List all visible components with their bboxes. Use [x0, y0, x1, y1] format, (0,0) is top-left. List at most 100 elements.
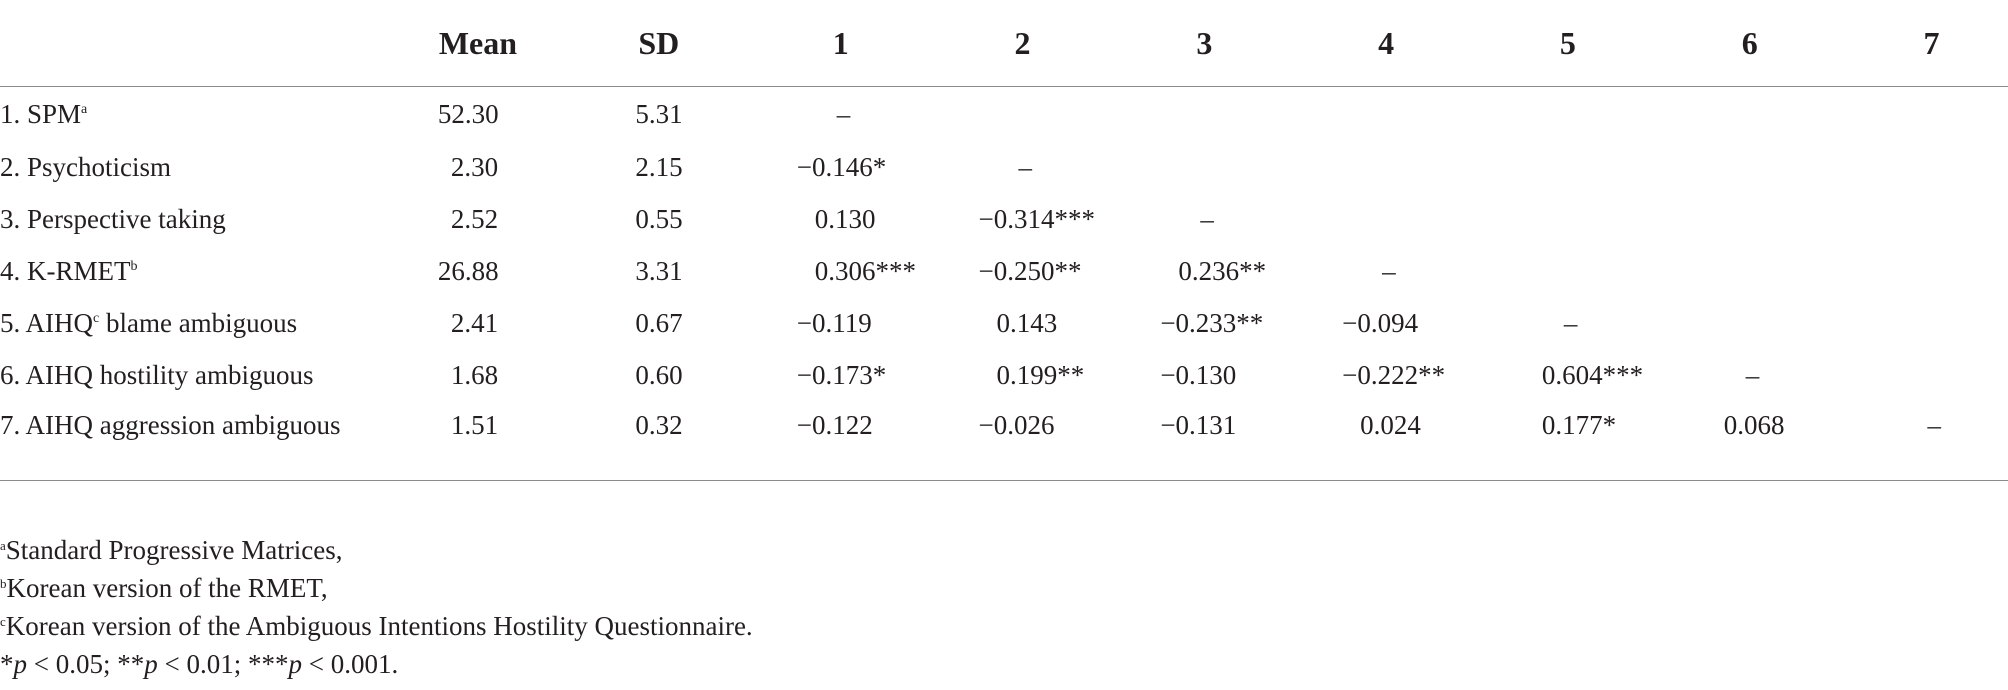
- header-col-7: 7: [1767, 0, 2008, 87]
- sig-val-2: < 0.01;: [157, 649, 248, 679]
- sd-cell: 2.15: [635, 151, 683, 182]
- correlation-cell: –: [1745, 359, 1760, 390]
- footnote-a-text: Standard Progressive Matrices,: [5, 535, 343, 565]
- correlation-cell: –: [836, 98, 851, 129]
- header-col-5: 5: [1403, 0, 1586, 87]
- correlation-cell: 0.024: [1222, 401, 1421, 481]
- table-row: 3. Perspective taking 2.52 0.55 0.130 −0.314…: [0, 193, 2008, 245]
- row-label-text: 6. AIHQ hostility ambiguous: [0, 359, 314, 390]
- sd-cell: 5.31: [635, 98, 683, 129]
- row-label-text: 4. K-RMET: [0, 255, 131, 286]
- correlation-cell: [1768, 87, 2008, 142]
- mean-cell: 1.68: [450, 359, 499, 390]
- correlation-cell: [859, 87, 1041, 142]
- correlation-cell: 0.130: [814, 203, 876, 234]
- correlation-cell: −0.233**: [1160, 307, 1264, 338]
- footnote-b: bKorean version of the RMET,: [0, 569, 753, 607]
- correlation-cell: –: [1018, 151, 1033, 182]
- table-row: 2. Psychoticism 2.30 2.15 −0.146* –: [0, 141, 2008, 193]
- row-label: 4. K-RMETb: [0, 245, 384, 297]
- row-label: 6. AIHQ hostility ambiguous: [0, 349, 384, 401]
- correlation-cell: [1040, 141, 1222, 193]
- mean-cell: 26.88: [437, 255, 499, 286]
- header-col-3: 3: [1040, 0, 1223, 87]
- row-label-superscript: c: [93, 310, 100, 326]
- sd-cell: 3.31: [635, 255, 683, 286]
- sd-cell: 0.60: [635, 359, 683, 390]
- correlation-cell: [1404, 141, 1586, 193]
- sig-stars-2: **: [117, 649, 145, 679]
- row-label-text: 2. Psychoticism: [0, 151, 172, 182]
- table-row: 6. AIHQ hostility ambiguous 1.68 0.60 −0.17…: [0, 349, 2008, 401]
- correlation-cell: –: [1200, 203, 1214, 234]
- header-col-4: 4: [1222, 0, 1404, 87]
- correlation-cell: 0.143: [996, 307, 1058, 338]
- correlation-cell: –: [1767, 401, 2008, 481]
- footnote-c-text: Korean version of the Ambiguous Intentio…: [5, 611, 753, 641]
- sig-p-3: p: [288, 649, 302, 679]
- correlation-cell: [1586, 193, 1768, 245]
- correlation-table: Mean SD 1 2 3 4 5 6 7 1. SPMa 52.30 5.31–2…: [0, 0, 2008, 481]
- table-row: 1. SPMa 52.30 5.31 –: [0, 87, 2008, 142]
- correlation-cell: 0.236**: [1178, 255, 1267, 286]
- correlation-cell: –: [1563, 307, 1578, 338]
- mean-cell: 2.41: [450, 307, 499, 338]
- correlation-cell: −0.131: [1040, 401, 1236, 481]
- correlation-cell: [1768, 141, 2008, 193]
- header-col-6: 6: [1585, 0, 1768, 87]
- correlation-cell: −0.146*: [796, 151, 887, 182]
- correlation-cell: [1768, 193, 2008, 245]
- correlation-cell: 0.604***: [1541, 359, 1644, 390]
- sig-val-1: < 0.05;: [27, 649, 118, 679]
- footnote-c: cKorean version of the Ambiguous Intenti…: [0, 607, 753, 645]
- correlation-cell: [1586, 245, 1768, 297]
- correlation-cell: [1586, 87, 1768, 142]
- footnote-a: aStandard Progressive Matrices,: [0, 531, 753, 569]
- correlation-cell: −0.094: [1342, 307, 1419, 338]
- correlation-cell: −0.222**: [1342, 359, 1446, 390]
- correlation-cell: 0.068: [1585, 401, 1784, 481]
- correlation-cell: −0.130: [1160, 359, 1237, 390]
- header-col-2: 2: [858, 0, 1041, 87]
- row-label-text: 1. SPM: [0, 98, 82, 129]
- row-label-superscript: b: [130, 258, 138, 274]
- correlation-cell: [1768, 297, 2008, 349]
- header-mean: Mean: [383, 0, 536, 87]
- correlation-cell: [1404, 245, 1586, 297]
- correlation-cell: −0.314***: [978, 203, 1095, 234]
- sd-cell: 0.32: [535, 401, 683, 481]
- footnote-significance: *p < 0.05; **p < 0.01; ***p < 0.001.: [0, 645, 753, 683]
- correlation-cell: 0.177*: [1403, 401, 1616, 481]
- correlation-cell: [1768, 349, 2008, 401]
- sig-stars-1: *: [0, 649, 14, 679]
- row-label: 1. SPMa: [0, 87, 384, 142]
- table-row: 4. K-RMETb 26.88 3.31 0.306*** −0.250** 0.236…: [0, 245, 2008, 297]
- mean-cell: 2.30: [450, 151, 499, 182]
- header-row: Mean SD 1 2 3 4 5 6 7: [0, 0, 2008, 87]
- table-row: 7. AIHQ aggression ambiguous 1.51 0.32 −0.1…: [0, 401, 2008, 481]
- correlation-cell: −0.122: [676, 401, 873, 481]
- footnote-a-mark: a: [0, 538, 6, 553]
- mean-cell: 52.30: [437, 98, 499, 129]
- correlation-cell: [1768, 245, 2008, 297]
- row-label-text: 7. AIHQ aggression ambiguous: [0, 410, 341, 440]
- sig-p-1: p: [13, 649, 28, 679]
- header-sd: SD: [535, 0, 679, 87]
- correlation-cell: [1586, 297, 1768, 349]
- correlation-cell: [1040, 87, 1222, 142]
- sd-cell: 0.67: [635, 307, 683, 338]
- sd-cell: 0.55: [635, 203, 683, 234]
- table-footnotes: aStandard Progressive Matrices, bKorean …: [0, 531, 753, 683]
- table-row: 5. AIHQc blame ambiguous 2.41 0.67 −0.119 0.…: [0, 297, 2008, 349]
- correlation-cell: −0.173*: [796, 359, 887, 390]
- header-col-1: 1: [676, 0, 859, 87]
- correlation-cell: [1404, 87, 1586, 142]
- correlation-cell: −0.026: [858, 401, 1055, 481]
- sig-val-3: < 0.001.: [301, 649, 399, 679]
- correlation-cell: –: [1382, 255, 1396, 286]
- row-label-text: 5. AIHQ: [0, 307, 93, 338]
- footnote-b-text: Korean version of the RMET,: [6, 573, 328, 603]
- row-label-superscript: a: [81, 101, 88, 117]
- correlation-cell: 0.199**: [996, 359, 1085, 390]
- correlation-cell: [1404, 193, 1586, 245]
